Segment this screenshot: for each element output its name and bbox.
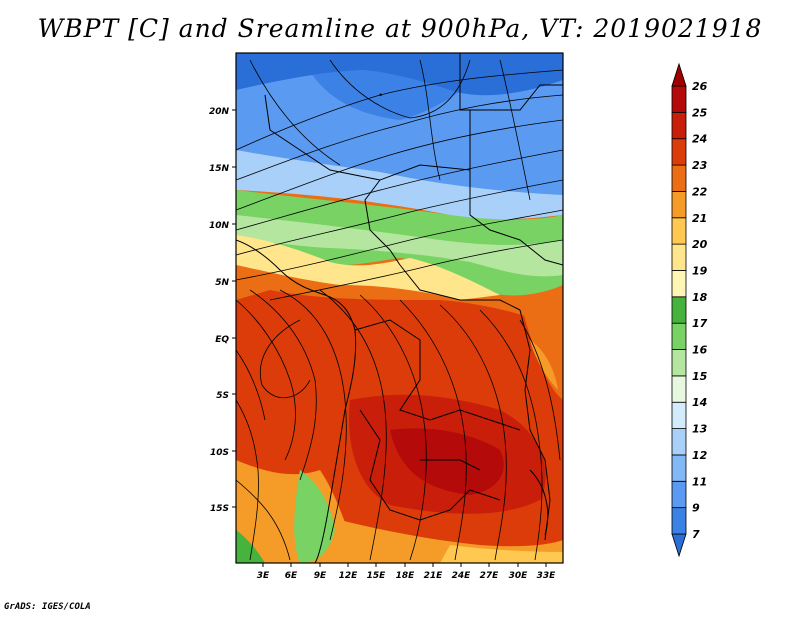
colorbar-label: 17 <box>692 317 708 330</box>
lon-label: 6E <box>285 571 298 581</box>
lon-label: 3E <box>257 571 270 581</box>
colorbar-label: 25 <box>692 106 708 119</box>
colorbar-swatch <box>671 375 687 403</box>
colorbar-swatch <box>671 243 687 271</box>
lat-label: 5S <box>216 391 229 401</box>
lon-label: 12E <box>339 571 359 581</box>
colorbar-label: 11 <box>692 475 707 488</box>
boundaries <box>236 53 563 563</box>
colorbar-swatch <box>671 164 687 192</box>
colorbar-swatch <box>671 507 687 535</box>
colorbar-swatch <box>671 111 687 140</box>
colorbar-label: 19 <box>692 264 708 277</box>
lat-label: 10S <box>210 448 229 458</box>
colorbar-swatch <box>671 138 687 166</box>
colorbar-label: 18 <box>692 291 708 304</box>
map-title: WBPT [C] and Sreamline at 900hPa, VT: 20… <box>37 14 763 43</box>
lat-label: 15N <box>209 164 230 174</box>
colorbar-swatch <box>671 454 687 482</box>
colorbar-swatch <box>671 191 687 219</box>
map-frame <box>235 52 564 564</box>
colorbar-label: 16 <box>692 344 708 357</box>
lat-label: 10N <box>209 221 230 231</box>
colorbar-label: 23 <box>692 159 708 172</box>
colorbar-swatch <box>671 270 687 298</box>
colorbar-label: 14 <box>692 396 707 409</box>
colorbar-label: 15 <box>692 370 708 383</box>
colorbar-swatch <box>671 349 687 377</box>
colorbar: 7 9 11 12 13 14 15 16 17 18 19 20 21 22 23 24 25 26 <box>671 62 708 558</box>
lon-label: 33E <box>537 571 557 581</box>
colorbar-label: 13 <box>692 423 708 436</box>
colorbar-label: 7 <box>692 528 700 541</box>
colorbar-swatch <box>671 296 687 324</box>
colorbar-arrow-high <box>671 62 687 87</box>
colorbar-label: 21 <box>692 212 707 225</box>
colorbar-label: 12 <box>692 449 708 462</box>
lon-axis: 3E 6E 9E 12E 15E 18E 21E 24E 27E 30E 33E <box>257 563 556 581</box>
lat-label: 15S <box>210 504 229 514</box>
colorbar-label: 22 <box>692 185 708 198</box>
lon-label: 15E <box>367 571 387 581</box>
lon-label: 27E <box>480 571 500 581</box>
lon-label: 9E <box>314 571 327 581</box>
wbpt-field <box>236 53 563 563</box>
lat-label: EQ <box>215 335 229 345</box>
lat-label: 20N <box>209 107 230 117</box>
colorbar-arrow-low <box>671 533 687 558</box>
lon-label: 24E <box>452 571 472 581</box>
colorbar-swatch <box>671 322 687 350</box>
lat-label: 5N <box>215 278 229 288</box>
lon-label: 21E <box>424 571 444 581</box>
colorbar-label: 24 <box>692 133 707 146</box>
lat-axis: 20N 15N 10N 5N EQ 5S 10S 15S <box>209 107 236 514</box>
colorbar-swatch <box>671 428 687 456</box>
grads-credit: GrADS: IGES/COLA <box>4 602 91 612</box>
colorbar-swatch <box>671 85 687 113</box>
lon-label: 18E <box>396 571 416 581</box>
colorbar-label: 26 <box>692 80 708 93</box>
colorbar-swatch <box>671 217 687 245</box>
colorbar-label: 20 <box>692 238 708 251</box>
lon-label: 30E <box>509 571 529 581</box>
colorbar-label: 9 <box>692 502 700 515</box>
colorbar-swatch <box>671 401 687 429</box>
colorbar-swatch <box>671 480 687 509</box>
